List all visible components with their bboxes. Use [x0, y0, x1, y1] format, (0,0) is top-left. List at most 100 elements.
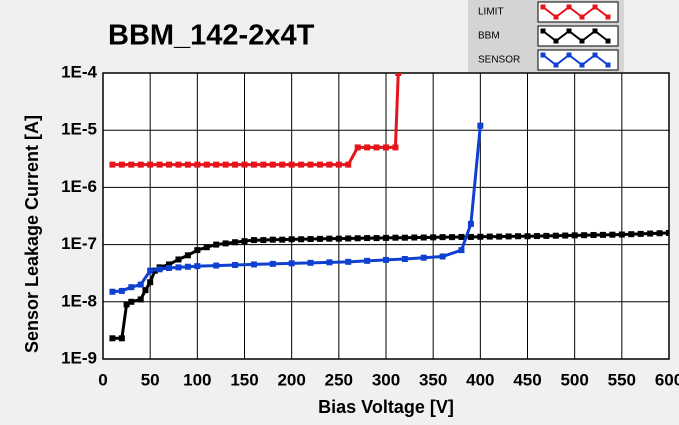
- data-point: [307, 259, 314, 266]
- data-point: [401, 256, 408, 263]
- data-point: [166, 161, 173, 168]
- data-point: [354, 235, 361, 242]
- legend-marker: [540, 52, 546, 58]
- plot-frame: [102, 72, 670, 360]
- x-tick-label: 50: [141, 370, 160, 389]
- data-point: [392, 234, 399, 241]
- data-point: [175, 256, 182, 263]
- data-point: [298, 236, 305, 243]
- x-tick-label: 0: [98, 370, 107, 389]
- data-point: [222, 161, 229, 168]
- y-tick-label: 1E-8: [61, 291, 97, 310]
- data-point: [194, 247, 201, 254]
- data-point: [345, 161, 352, 168]
- data-point: [260, 161, 267, 168]
- legend-marker: [566, 52, 572, 58]
- data-point: [335, 235, 342, 242]
- data-point: [269, 161, 276, 168]
- data-point: [118, 287, 125, 294]
- data-point: [316, 161, 323, 168]
- data-point: [373, 235, 380, 242]
- data-point: [241, 238, 248, 245]
- data-point: [477, 122, 484, 129]
- y-tick-label: 1E-4: [61, 62, 97, 81]
- data-point: [184, 252, 191, 259]
- data-point: [269, 236, 276, 243]
- data-point: [581, 232, 588, 239]
- data-point: [316, 235, 323, 242]
- data-point: [222, 240, 229, 247]
- y-tick-label: 1E-7: [61, 234, 97, 253]
- data-point: [307, 236, 314, 243]
- y-tick-label: 1E-9: [61, 348, 97, 367]
- data-point: [123, 301, 130, 308]
- data-point: [609, 231, 616, 238]
- data-point: [203, 161, 210, 168]
- legend-marker: [579, 62, 585, 68]
- data-point: [250, 261, 257, 268]
- data-point: [383, 144, 389, 151]
- data-point: [373, 144, 380, 151]
- data-point: [137, 161, 144, 168]
- x-axis-label: Bias Voltage [V]: [318, 397, 454, 417]
- data-point: [118, 161, 125, 168]
- data-point: [562, 232, 569, 239]
- data-point: [250, 161, 257, 168]
- data-point: [166, 261, 173, 268]
- data-point: [571, 232, 578, 239]
- data-point: [420, 234, 427, 241]
- data-point: [203, 244, 210, 251]
- data-point: [175, 161, 182, 168]
- data-point: [364, 235, 371, 242]
- data-point: [232, 239, 239, 246]
- legend-marker: [566, 28, 572, 34]
- data-point: [486, 233, 493, 240]
- legend-marker: [540, 4, 546, 10]
- x-tick-label: 100: [183, 370, 211, 389]
- data-point: [364, 144, 371, 151]
- data-point: [128, 161, 135, 168]
- data-point: [326, 161, 333, 168]
- legend-marker: [605, 62, 611, 68]
- data-point: [298, 161, 305, 168]
- legend-marker: [553, 38, 559, 44]
- legend-label: BBM: [478, 31, 500, 42]
- legend-marker: [592, 4, 598, 10]
- data-point: [128, 298, 135, 305]
- x-tick-label: 450: [513, 370, 541, 389]
- x-tick-label: 600: [655, 370, 679, 389]
- x-tick-label: 550: [608, 370, 636, 389]
- data-point: [156, 266, 163, 273]
- data-point: [213, 161, 220, 168]
- data-point: [269, 260, 276, 267]
- data-point: [430, 234, 437, 241]
- data-point: [279, 236, 286, 243]
- y-tick-label: 1E-5: [61, 120, 97, 139]
- data-point: [345, 258, 352, 265]
- data-point: [439, 253, 446, 260]
- data-point: [156, 161, 163, 168]
- x-tick-label: 500: [560, 370, 588, 389]
- data-point: [467, 220, 474, 227]
- data-point: [505, 233, 512, 240]
- x-tick-label: 300: [372, 370, 400, 389]
- data-point: [335, 161, 342, 168]
- legend-marker: [553, 62, 559, 68]
- data-point: [194, 161, 201, 168]
- data-point: [175, 264, 182, 271]
- data-point: [467, 233, 474, 240]
- data-point: [515, 233, 522, 240]
- data-point: [184, 161, 191, 168]
- data-point: [524, 233, 531, 240]
- data-point: [288, 161, 295, 168]
- plot-content: [109, 73, 669, 342]
- legend-marker: [553, 14, 559, 20]
- data-point: [288, 260, 295, 267]
- data-point: [213, 241, 220, 248]
- data-point: [449, 234, 456, 241]
- data-point: [543, 232, 550, 239]
- data-point: [383, 256, 389, 263]
- data-point: [628, 231, 635, 238]
- data-point: [166, 264, 173, 271]
